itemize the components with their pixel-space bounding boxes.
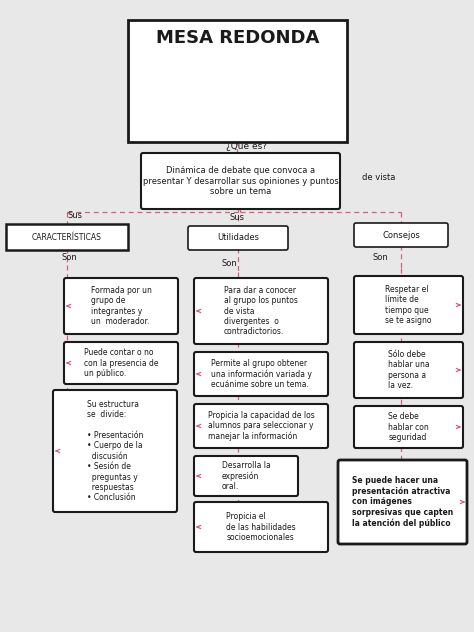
- Text: ¿Qué es?: ¿Qué es?: [227, 141, 267, 151]
- FancyBboxPatch shape: [194, 404, 328, 448]
- Text: Sus: Sus: [229, 214, 245, 222]
- Text: de vista: de vista: [362, 173, 395, 181]
- FancyBboxPatch shape: [194, 456, 298, 496]
- Text: Son: Son: [373, 253, 389, 262]
- Text: Se debe
hablar con
seguridad: Se debe hablar con seguridad: [388, 412, 429, 442]
- Text: Consejos: Consejos: [382, 231, 420, 240]
- FancyBboxPatch shape: [141, 153, 340, 209]
- Text: Propicia la capacidad de los
alumnos para seleccionar y
manejar la información: Propicia la capacidad de los alumnos par…: [208, 411, 314, 441]
- FancyBboxPatch shape: [354, 276, 463, 334]
- FancyBboxPatch shape: [128, 20, 347, 142]
- Text: Su estructura
se  divide:

• Presentación
• Cuerpo de la
  discusión
• Sesión de: Su estructura se divide: • Presentación …: [87, 399, 143, 502]
- Text: Puede contar o no
con la presencia de
un público.: Puede contar o no con la presencia de un…: [84, 348, 158, 378]
- Text: Sólo debe
hablar una
persona a
la vez.: Sólo debe hablar una persona a la vez.: [388, 350, 429, 390]
- Text: Para dar a conocer
al grupo los puntos
de vista
divergentes  o
contradictorios.: Para dar a conocer al grupo los puntos d…: [224, 286, 298, 336]
- FancyBboxPatch shape: [194, 352, 328, 396]
- FancyBboxPatch shape: [64, 278, 178, 334]
- Text: Son: Son: [62, 253, 78, 262]
- FancyBboxPatch shape: [53, 390, 177, 512]
- Text: Permite al grupo obtener
una información variada y
ecuánime sobre un tema.: Permite al grupo obtener una información…: [210, 359, 311, 389]
- FancyBboxPatch shape: [194, 502, 328, 552]
- Text: Se puede hacer una
presentación atractiva
con imágenes
sorpresivas que capten
la: Se puede hacer una presentación atractiv…: [352, 476, 453, 528]
- Text: Dinámica de debate que convoca a
presentar Y desarrollar sus opiniones y puntos
: Dinámica de debate que convoca a present…: [143, 166, 338, 196]
- FancyBboxPatch shape: [194, 278, 328, 344]
- Text: CARACTERÍSTICAS: CARACTERÍSTICAS: [32, 233, 102, 241]
- FancyBboxPatch shape: [354, 223, 448, 247]
- Text: Sus: Sus: [68, 210, 83, 219]
- Text: Utilidades: Utilidades: [217, 233, 259, 243]
- Text: Desarrolla la
expresión
oral.: Desarrolla la expresión oral.: [222, 461, 270, 491]
- Text: Propicia el 
de las habilidades
socioemocionales: Propicia el de las habilidades socioemoc…: [226, 512, 296, 542]
- Text: Respetar el
límite de
tiempo que
se te asigno: Respetar el límite de tiempo que se te a…: [385, 285, 432, 325]
- FancyBboxPatch shape: [188, 226, 288, 250]
- FancyBboxPatch shape: [354, 406, 463, 448]
- Text: Son: Son: [222, 258, 238, 267]
- FancyBboxPatch shape: [64, 342, 178, 384]
- Text: MESA REDONDA: MESA REDONDA: [156, 29, 319, 47]
- FancyBboxPatch shape: [338, 460, 467, 544]
- FancyBboxPatch shape: [354, 342, 463, 398]
- Text: Formada por un
grupo de
integrantes y
un  moderador.: Formada por un grupo de integrantes y un…: [91, 286, 151, 326]
- FancyBboxPatch shape: [6, 224, 128, 250]
